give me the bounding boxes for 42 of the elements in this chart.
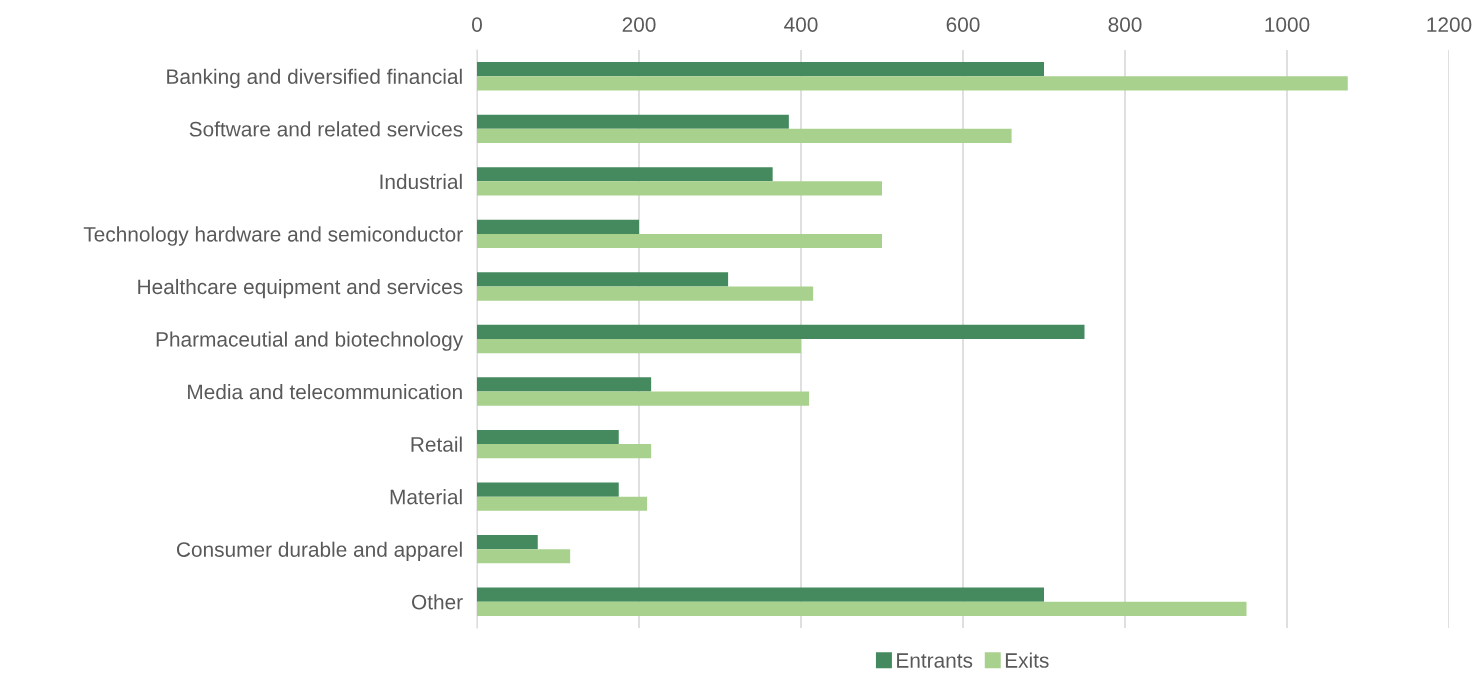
bar [477, 233, 882, 249]
bar [477, 167, 773, 182]
bar [477, 219, 639, 234]
bar [477, 128, 1012, 144]
y-tick-label: Consumer durable and apparel [176, 541, 462, 562]
bar [477, 391, 810, 406]
y-tick-label: Material [390, 489, 462, 505]
y-tick-label: Healthcare equipment and services [138, 278, 463, 299]
bar [477, 534, 538, 550]
y-tick-label: Other [412, 594, 463, 610]
y-tick-label: Retail [411, 436, 462, 452]
x-tick-label: 1000 [1265, 17, 1310, 32]
bar [477, 114, 789, 129]
bar [477, 496, 648, 511]
x-tick-label: 200 [622, 17, 656, 32]
bar [477, 429, 619, 445]
y-tick-label: Media and telecommunication [188, 384, 462, 400]
x-tick-label: 600 [946, 17, 980, 32]
bar [477, 324, 1085, 339]
y-tick-label: Technology hardware and semiconductor [83, 226, 463, 246]
y-tick-label: Industrial [380, 173, 462, 190]
y-tick-label: Pharmaceutial and biotechnology [156, 331, 464, 351]
y-tick-label: Software and related services [189, 121, 463, 137]
bar [477, 549, 571, 564]
bar [477, 601, 1247, 616]
bar [477, 377, 652, 392]
bar [477, 286, 814, 301]
bar [477, 272, 729, 287]
bar [477, 76, 1348, 91]
x-tick-label: 1200 [1427, 17, 1472, 32]
y-tick-label: Banking and diversified financial [167, 68, 462, 89]
x-tick-label: 0 [472, 17, 482, 32]
bar [477, 587, 1044, 602]
x-tick-label: 800 [1108, 17, 1142, 32]
bar [477, 181, 882, 196]
bar [477, 62, 1044, 77]
bar [477, 444, 652, 459]
bar [477, 482, 619, 497]
legend-label: Entrants [897, 653, 973, 668]
bar [477, 339, 801, 354]
legend-label: Exits [1005, 652, 1049, 668]
x-tick-label: 400 [784, 17, 818, 32]
